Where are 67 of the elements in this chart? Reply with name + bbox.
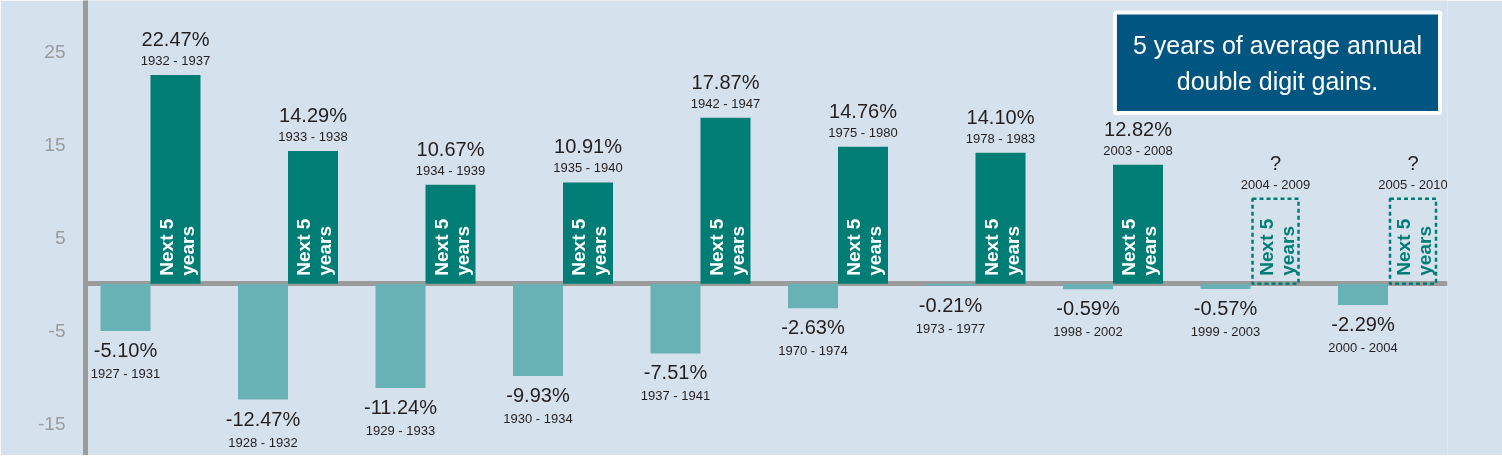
bar xyxy=(1200,283,1251,290)
x-tick-label: 1937 - 1941 xyxy=(640,388,711,404)
bar xyxy=(150,75,201,284)
data-label: -0.59% xyxy=(1056,297,1120,320)
data-label: 17.87% xyxy=(691,70,760,93)
x-tick-label: 1999 - 2003 xyxy=(1190,324,1261,340)
bar xyxy=(238,283,288,400)
data-label: -12.47% xyxy=(225,407,301,430)
x-tick-label: 2003 - 2008 xyxy=(1103,142,1173,158)
bar xyxy=(1338,283,1388,305)
text: Next 5 years xyxy=(705,218,748,276)
series-label: Next 5 years xyxy=(155,218,198,276)
data-label: -2.29% xyxy=(1331,312,1395,335)
text: Next 5 years xyxy=(1255,218,1298,276)
x-tick-label: 1942 - 1947 xyxy=(690,95,761,111)
x-tick-label: 1927 - 1931 xyxy=(90,366,161,382)
y-tick-label: 5 xyxy=(54,226,66,248)
x-tick-label: 1978 - 1983 xyxy=(965,130,1036,146)
x-tick-label: 1998 - 2002 xyxy=(1053,324,1123,340)
x-tick-label: 1928 - 1932 xyxy=(228,434,298,450)
data-label: -0.57% xyxy=(1193,297,1258,320)
x-tick-label: 1930 - 1934 xyxy=(503,410,573,426)
x-tick-label: 2000 - 2004 xyxy=(1328,339,1398,355)
x-tick-label: 1932 - 1937 xyxy=(140,53,211,69)
annotation: 5 years of average annual double digit gains. xyxy=(1132,30,1423,95)
bar xyxy=(1063,283,1113,290)
y-tick-label: 25 xyxy=(44,41,66,63)
data-label: 12.82% xyxy=(1104,117,1173,140)
data-label: 14.76% xyxy=(829,99,898,122)
data-label: -0.21% xyxy=(918,293,983,316)
bar xyxy=(650,283,701,354)
x-tick-label: 2004 - 2009 xyxy=(1240,176,1311,192)
data-label: -2.63% xyxy=(781,316,845,339)
bar xyxy=(513,283,563,376)
data-label: -11.24% xyxy=(364,396,438,419)
data-label: 10.67% xyxy=(416,137,485,160)
y-tick-label: 15 xyxy=(44,133,66,155)
data-label: 14.29% xyxy=(279,104,348,127)
text: ? xyxy=(1269,151,1282,174)
text: Next 5 years xyxy=(293,218,335,276)
text: Next 5 years xyxy=(1118,218,1160,276)
x-tick-label: 1973 - 1977 xyxy=(915,320,986,336)
text: Next 5 years xyxy=(430,218,473,276)
bar xyxy=(375,283,426,389)
x-tick-label: 1934 - 1939 xyxy=(415,162,486,178)
y-tick-label: -5 xyxy=(48,319,66,341)
y-tick-label: -15 xyxy=(38,412,66,434)
data-label: 22.47% xyxy=(141,28,210,51)
text: Next 5 years xyxy=(843,218,885,276)
text: Next 5 years xyxy=(980,218,1023,276)
data-label: -9.93% xyxy=(506,383,570,406)
x-tick-label: 1970 - 1974 xyxy=(778,343,848,359)
x-tick-label: 1935 - 1940 xyxy=(553,160,623,176)
bar xyxy=(100,283,151,332)
x-tick-label: 1929 - 1933 xyxy=(365,423,436,439)
data-label: -7.51% xyxy=(643,361,708,384)
bar xyxy=(700,117,751,284)
bar xyxy=(788,283,838,309)
text: ? xyxy=(1407,151,1419,174)
data-label: -5.10% xyxy=(93,339,158,362)
data-label: 10.91% xyxy=(554,135,623,158)
text: Next 5 years xyxy=(1393,218,1435,276)
data-label: 14.10% xyxy=(966,105,1035,128)
x-tick-label: 1975 - 1980 xyxy=(828,124,898,140)
x-tick-label: 1933 - 1938 xyxy=(278,129,348,145)
x-tick-label: 2005 - 2010 xyxy=(1378,176,1448,192)
text: Next 5 years xyxy=(568,218,610,276)
